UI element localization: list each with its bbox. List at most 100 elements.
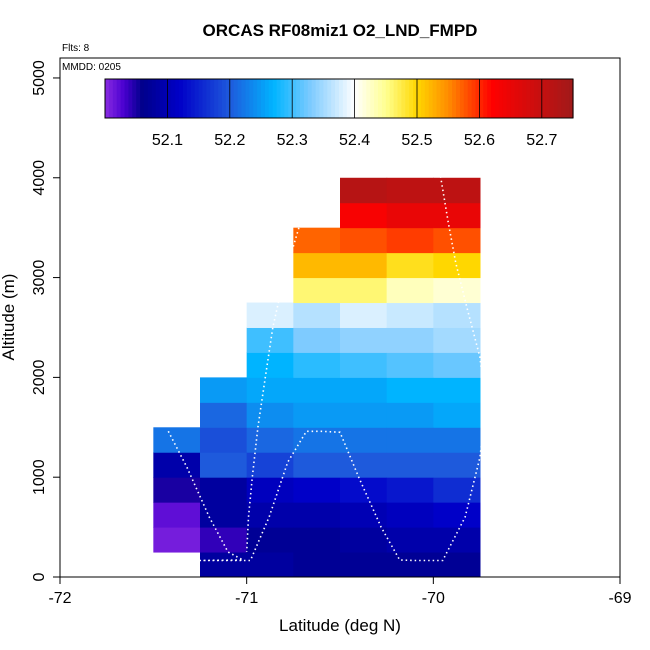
- colorbar-swatch: [491, 79, 496, 118]
- colorbar-swatch: [358, 79, 363, 118]
- colorbar-swatch: [276, 79, 282, 118]
- colorbar-swatch: [319, 79, 324, 118]
- colorbar-swatch: [190, 79, 196, 118]
- y-tick-label: 5000: [31, 60, 48, 96]
- colorbar-swatch: [370, 79, 375, 118]
- colorbar-swatch: [393, 79, 399, 118]
- flights-annotation: Flts: 8: [62, 43, 90, 54]
- colorbar-swatch: [202, 79, 207, 118]
- colorbar-swatch: [471, 79, 477, 118]
- colorbar-swatch: [132, 79, 137, 118]
- heatmap-cell: [200, 552, 248, 578]
- heatmap-cell: [340, 427, 388, 453]
- colorbar-swatch: [514, 79, 519, 118]
- colorbar-swatch: [456, 79, 461, 118]
- heatmap-cell: [386, 327, 434, 353]
- colorbar-swatch: [116, 79, 122, 118]
- heatmap-cell: [200, 477, 248, 503]
- colorbar-swatch: [307, 79, 313, 118]
- x-tick-label: -69: [608, 590, 631, 607]
- heatmap-cell: [246, 352, 294, 378]
- heatmap-cell: [433, 227, 481, 254]
- colorbar-swatch: [537, 79, 543, 118]
- colorbar-swatch: [475, 79, 480, 118]
- y-tick-label: 1000: [31, 459, 48, 495]
- colorbar-swatch: [210, 79, 215, 118]
- y-tick-label: 2000: [31, 359, 48, 395]
- y-tick-label: 4000: [31, 160, 48, 196]
- x-axis-label: Latitude (deg N): [279, 616, 401, 635]
- colorbar-swatch: [350, 79, 356, 118]
- colorbar-swatch: [440, 79, 445, 118]
- colorbar-swatch: [495, 79, 500, 118]
- colorbar-swatch: [354, 79, 360, 118]
- colorbar-swatch: [565, 79, 570, 118]
- colorbar-swatch: [292, 79, 297, 118]
- heatmap-cell: [293, 302, 341, 328]
- colorbar-swatch: [366, 79, 371, 118]
- colorbar-swatch: [479, 79, 484, 118]
- heatmap-cell: [340, 502, 388, 528]
- heatmap-cell: [433, 277, 481, 304]
- heatmap-cell: [340, 527, 388, 553]
- heatmap-cell: [340, 402, 388, 428]
- plot-frame: [59, 57, 621, 578]
- colorbar-swatch: [237, 79, 243, 118]
- heatmap-cell: [386, 527, 434, 553]
- colorbar-swatch: [272, 79, 278, 118]
- colorbar-swatch: [233, 79, 239, 118]
- colorbar-swatch: [315, 79, 321, 118]
- heatmap-cell: [153, 527, 201, 553]
- colorbar-tick-label: 52.3: [277, 132, 308, 149]
- heatmap-cell: [386, 352, 434, 378]
- heatmap-cell: [246, 527, 294, 553]
- colorbar-swatch: [526, 79, 531, 118]
- heatmap-cell: [293, 352, 341, 378]
- colorbar-swatch: [136, 79, 141, 118]
- colorbar-swatch: [397, 79, 402, 118]
- colorbar-swatch: [502, 79, 508, 118]
- x-tick-label: -72: [48, 590, 71, 607]
- colorbar-tick-label: 52.7: [526, 132, 557, 149]
- heatmap-cell: [200, 527, 248, 553]
- colorbar-swatch: [249, 79, 254, 118]
- heatmap-cell: [293, 227, 341, 254]
- colorbar-swatch: [498, 79, 504, 118]
- colorbar-swatch: [296, 79, 301, 118]
- colorbar-swatch: [311, 79, 317, 118]
- heatmap-cell: [340, 452, 388, 478]
- colorbar-swatch: [557, 79, 562, 118]
- colorbar-swatch: [163, 79, 168, 118]
- heatmap-cell: [153, 502, 201, 528]
- colorbar-swatch: [198, 79, 204, 118]
- heatmap-cell: [340, 227, 388, 254]
- colorbar-swatch: [179, 79, 184, 118]
- y-tick-label: 0: [31, 572, 48, 581]
- flight-track: [167, 46, 487, 562]
- colorbar-swatch: [327, 79, 332, 118]
- colorbar-tick-label: 52.2: [214, 132, 245, 149]
- colorbar-swatch: [300, 79, 305, 118]
- heatmap-cell: [433, 377, 481, 403]
- colorbar-swatch: [120, 79, 126, 118]
- colorbar-swatch: [167, 79, 172, 118]
- colorbar-swatch: [147, 79, 153, 118]
- colorbar-swatch: [385, 79, 391, 118]
- colorbar-swatch: [194, 79, 200, 118]
- mmdd-annotation: MMDD: 0205: [62, 62, 121, 73]
- heatmap-cell: [153, 427, 201, 453]
- heatmap-cell: [386, 252, 434, 279]
- x-tick-label: -70: [422, 590, 445, 607]
- colorbar-swatch: [257, 79, 262, 118]
- heatmap-cell: [246, 477, 294, 503]
- colorbar-swatch: [417, 79, 422, 118]
- colorbar-swatch: [229, 79, 235, 118]
- y-tick-label: 3000: [31, 260, 48, 296]
- colorbar-swatch: [331, 79, 336, 118]
- colorbar-swatch: [518, 79, 523, 118]
- colorbar-swatch: [405, 79, 410, 118]
- colorbar-swatch: [534, 79, 539, 118]
- colorbar-swatch: [448, 79, 453, 118]
- heatmap-cell: [200, 377, 248, 403]
- colorbar-swatch: [530, 79, 535, 118]
